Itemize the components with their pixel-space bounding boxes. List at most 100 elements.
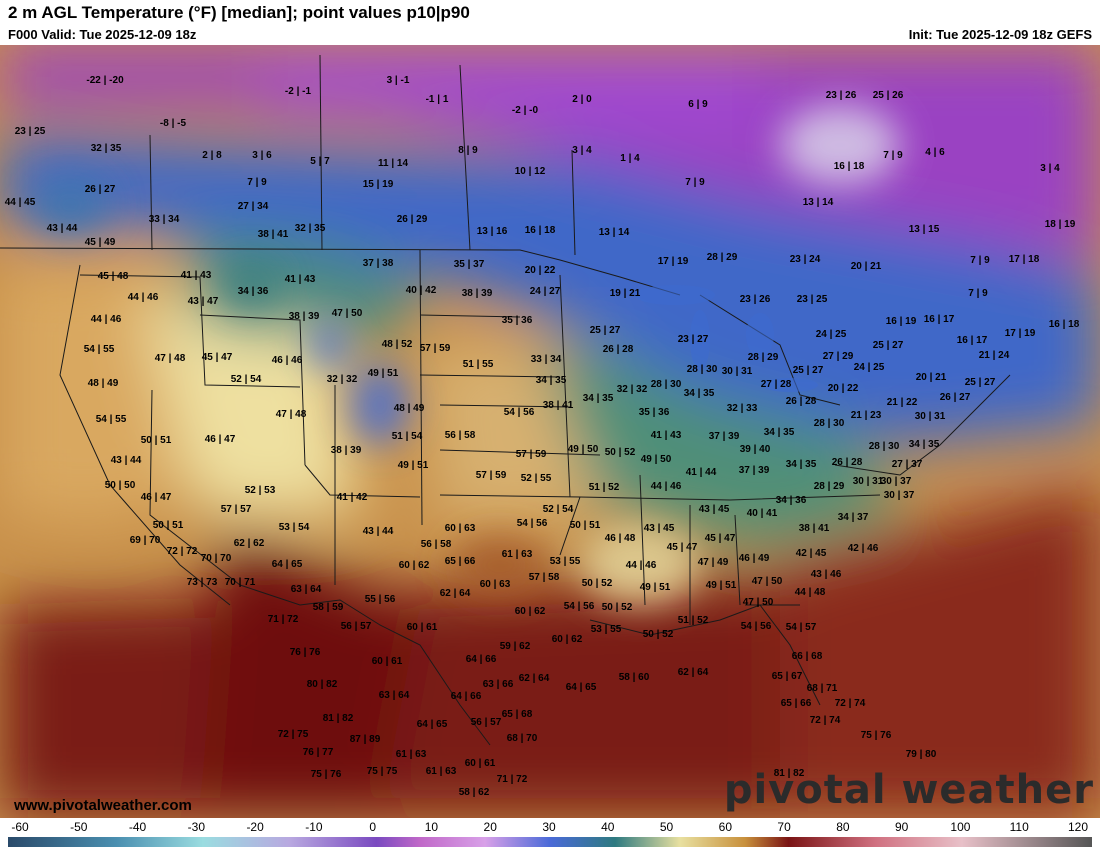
site-url[interactable]: www.pivotalweather.com [14,797,192,814]
point-value: 32 | 33 [726,403,758,414]
point-value: 34 | 35 [908,439,940,450]
point-value: 46 | 49 [738,553,770,564]
point-value: 40 | 42 [405,285,437,296]
point-value: 60 | 61 [406,622,438,633]
point-value: 43 | 44 [46,223,78,234]
colorbar-tick: 90 [894,820,909,834]
point-value: 13 | 15 [908,224,940,235]
point-value: 35 | 36 [501,315,533,326]
point-value: 38 | 41 [257,229,289,240]
point-value: 6 | 9 [688,99,708,110]
point-value: 25 | 26 [872,90,904,101]
colorbar-tick: -20 [246,820,264,834]
point-value: 40 | 41 [746,508,778,519]
point-value: 34 | 35 [763,427,795,438]
point-value: 26 | 27 [939,392,971,403]
point-value: 2 | 8 [202,150,222,161]
point-value: 81 | 82 [322,713,354,724]
point-value: 59 | 62 [499,641,531,652]
point-value: 57 | 57 [220,504,252,515]
colorbar-tick: 80 [836,820,850,834]
point-value: 53 | 54 [278,522,310,533]
point-value: 28 | 29 [747,352,779,363]
point-value: 24 | 27 [529,286,561,297]
point-value: 60 | 61 [464,758,496,769]
point-value: 44 | 45 [4,197,36,208]
point-value: 3 | 4 [572,145,592,156]
point-value: 64 | 66 [465,654,497,665]
point-value: 50 | 51 [569,520,601,531]
point-value: 64 | 66 [450,691,482,702]
valid-time: F000 Valid: Tue 2025-12-09 18z [8,27,197,42]
point-value: 43 | 44 [362,526,394,537]
point-value: 34 | 35 [535,375,567,386]
point-value: 43 | 45 [698,504,730,515]
point-value: 63 | 64 [290,584,322,595]
point-value: 16 | 18 [833,161,865,172]
point-value: 63 | 64 [378,690,410,701]
point-value: 54 | 57 [785,622,817,633]
point-value: 34 | 37 [837,512,869,523]
point-value: 16 | 17 [923,314,955,325]
point-value: 3 | 4 [1040,163,1060,174]
point-value: 21 | 23 [850,410,882,421]
colorbar-tick: 100 [950,820,971,834]
point-value: -1 | 1 [425,94,449,105]
colorbar-tick: 70 [777,820,791,834]
point-value: 11 | 14 [377,158,409,169]
point-value: 13 | 14 [598,227,630,238]
point-value: 37 | 39 [738,465,770,476]
point-value: 50 | 52 [581,578,613,589]
point-value: 60 | 61 [371,656,403,667]
point-value: 33 | 34 [148,214,180,225]
point-value: 44 | 46 [127,292,159,303]
point-value: 70 | 70 [200,553,232,564]
great-lakes [635,285,818,392]
temperature-map[interactable]: -22 | -20 -2 | -1 3 | -1 -1 | 1 -2 | -0 2 | 0… [0,45,1100,818]
colorbar-tick: 110 [1009,820,1029,834]
point-value: 72 | 75 [277,729,309,740]
point-value: 60 | 62 [514,606,546,617]
point-value: 49 | 51 [639,582,671,593]
point-value: 30 | 31 [852,476,884,487]
point-value: 71 | 72 [267,614,299,625]
point-value: 57 | 59 [419,343,451,354]
point-value: 48 | 49 [393,403,425,414]
point-value: 60 | 63 [444,523,476,534]
point-value: 62 | 62 [233,538,265,549]
temperature-field [0,45,1100,818]
point-value: 25 | 27 [964,377,996,388]
point-value: 54 | 56 [516,518,548,529]
point-value: 21 | 22 [886,397,918,408]
point-value: 46 | 46 [271,355,303,366]
point-value: 25 | 27 [589,325,621,336]
point-value: 7 | 9 [968,288,988,299]
point-value: 25 | 27 [872,340,904,351]
point-value: 52 | 54 [542,504,574,515]
point-value: 56 | 57 [340,621,372,632]
point-value: 26 | 27 [84,184,116,195]
colorbar-tick: -60 [11,820,29,834]
point-value: 4 | 6 [925,147,945,158]
brand-logo: pivotal weather [723,767,1094,813]
point-value: 38 | 41 [542,400,574,411]
point-value: 27 | 29 [822,351,854,362]
point-value: 75 | 76 [310,769,342,780]
colorbar-ticks: -60 -50 -40 -30 -20 -10 0 10 20 30 40 50 60 70 80 90 100… [0,818,1100,836]
point-value: 16 | 18 [1048,319,1080,330]
point-value: 53 | 55 [590,624,622,635]
init-time: Init: Tue 2025-12-09 18z GEFS [908,27,1092,42]
point-value: 3 | 6 [252,150,272,161]
point-value: 38 | 39 [461,288,493,299]
point-value: 21 | 24 [978,350,1010,361]
point-value: 34 | 36 [775,495,807,506]
point-value: 32 | 32 [326,374,358,385]
point-value: 39 | 40 [739,444,771,455]
colorbar: -60 -50 -40 -30 -20 -10 0 10 20 30 40 50 60 70 80 90 100… [0,818,1100,850]
point-value: 76 | 76 [289,647,321,658]
point-value: 43 | 45 [643,523,675,534]
point-value: 46 | 47 [204,434,236,445]
point-value: 28 | 29 [813,481,845,492]
colorbar-tick: 10 [424,820,439,834]
point-value: 45 | 48 [97,271,129,282]
